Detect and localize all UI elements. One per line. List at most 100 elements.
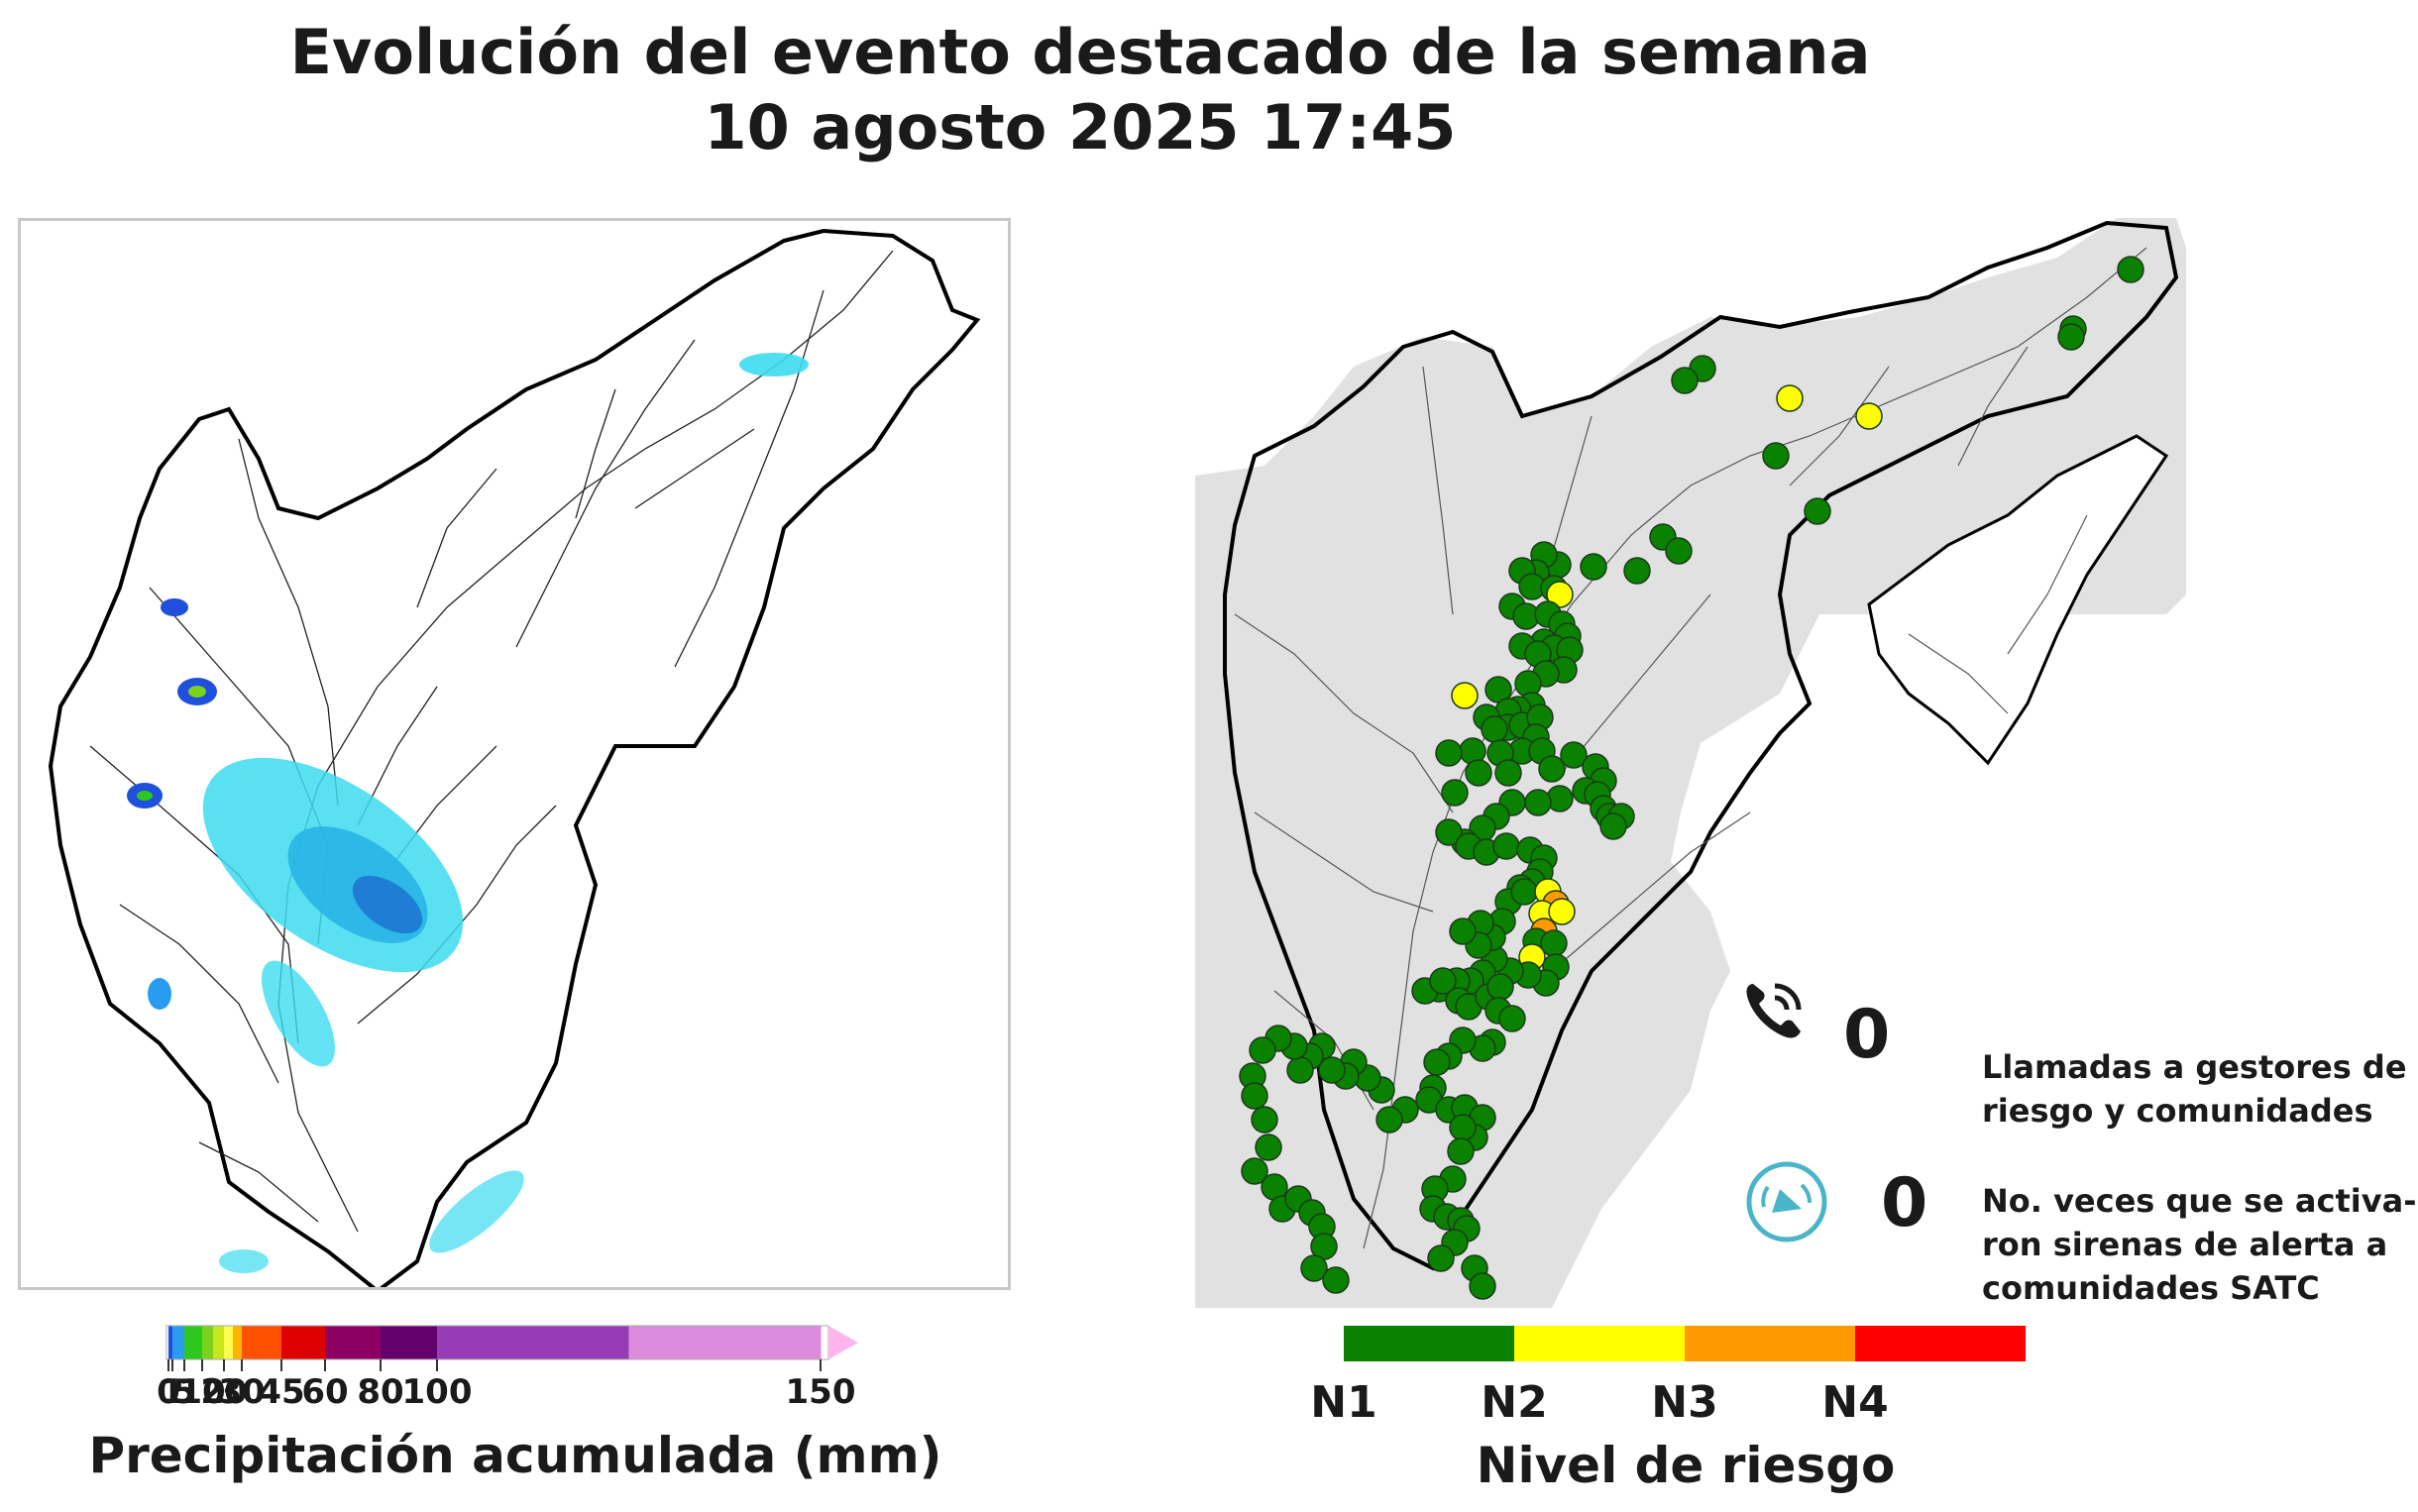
risk-station-marker: [1435, 739, 1463, 767]
colorbar-segment: [168, 1326, 172, 1359]
precipitation-map-canvas: [48, 228, 981, 1294]
risk-station-marker: [1762, 442, 1790, 470]
risk-level-bar: [1344, 1326, 2026, 1361]
risk-station-marker: [1286, 1056, 1314, 1084]
colorbar-segment: [184, 1326, 202, 1359]
risk-station-marker: [1447, 1137, 1475, 1165]
risk-station-marker: [1538, 755, 1566, 783]
risk-stations: [1239, 256, 2144, 1300]
colorbar-segment: [281, 1326, 325, 1359]
colorbar-segment: [381, 1326, 437, 1359]
colorbar-tick-label: 80: [357, 1372, 404, 1412]
colorbar-tick-label: 60: [301, 1372, 349, 1412]
region-gray-area: [1195, 218, 2186, 1308]
colorbar-tick-label: 0: [157, 1372, 180, 1412]
risk-station-marker: [1510, 878, 1538, 906]
basin-outline: [48, 228, 981, 1294]
risk-level-swatch: [1344, 1326, 1514, 1361]
risk-station-marker: [1469, 1272, 1496, 1300]
risk-station-marker: [1776, 384, 1804, 412]
precipitation-cells: [127, 353, 809, 1273]
risk-level-label: N2: [1481, 1377, 1548, 1428]
risk-station-marker: [1318, 1056, 1346, 1084]
risk-station-marker: [1481, 715, 1508, 743]
subbasin-white: [1867, 434, 2169, 766]
colorbar-segment: [437, 1326, 629, 1359]
risk-level-label: N4: [1821, 1377, 1889, 1428]
calls-description: Llamadas a gestores de riesgo y comunida…: [1982, 1048, 2407, 1130]
siren-icon: [1744, 1159, 1829, 1244]
risk-level-swatch: [1514, 1326, 1685, 1361]
colorbar-arrow: [828, 1326, 858, 1359]
risk-station-marker: [1546, 581, 1574, 608]
risk-level-swatch: [1685, 1326, 1855, 1361]
risk-station-marker: [1429, 967, 1457, 995]
risk-station-marker: [1623, 557, 1651, 585]
risk-map: [1195, 218, 2186, 1308]
colorbar-tick-marks: [167, 1359, 822, 1371]
sirens-description: No. veces que se activa- ron sirenas de …: [1982, 1182, 2417, 1307]
risk-station-marker: [1449, 918, 1477, 945]
colorbar-segment: [821, 1326, 822, 1359]
colorbar-segment: [224, 1326, 233, 1359]
risk-station-marker: [1251, 1106, 1278, 1134]
calls-count: 0: [1843, 996, 1891, 1074]
colorbar-segment: [172, 1326, 184, 1359]
risk-station-marker: [2057, 323, 2085, 351]
risk-station-marker: [1465, 759, 1492, 787]
risk-level-legend: [1344, 1326, 2026, 1361]
risk-station-marker: [1423, 1048, 1451, 1076]
precipitation-colorbar: [165, 1325, 858, 1371]
risk-level-label: N3: [1651, 1377, 1718, 1428]
risk-station-marker: [1486, 973, 1514, 1001]
risk-station-marker: [1580, 553, 1607, 581]
colorbar-tick-label: 20: [200, 1372, 248, 1412]
risk-station-marker: [1599, 812, 1627, 840]
colorbar-segment: [213, 1326, 224, 1359]
colorbar-segment: [242, 1326, 281, 1359]
risk-station-marker: [2117, 256, 2144, 283]
risk-station-marker: [1560, 741, 1588, 769]
risk-station-marker: [1241, 1157, 1268, 1185]
risk-station-marker: [1804, 497, 1831, 525]
colorbar-tick-label: 150: [785, 1372, 856, 1412]
risk-station-marker: [1671, 367, 1699, 394]
risk-station-marker: [1300, 1254, 1328, 1282]
colorbar-tick-label: 45: [258, 1372, 305, 1412]
risk-station-marker: [1427, 1244, 1455, 1272]
risk-legend-label: Nivel de riesgo: [1476, 1437, 1896, 1494]
colorbar-gradient: [165, 1325, 829, 1360]
risk-station-marker: [1435, 818, 1463, 846]
risk-station-marker: [1249, 1036, 1276, 1064]
risk-station-marker: [1498, 1005, 1526, 1032]
main-subtitle-date: 10 agosto 2025 17:45: [704, 91, 1457, 163]
risk-map-canvas: [1195, 218, 2186, 1308]
colorbar-segment: [628, 1326, 821, 1359]
colorbar-tick-label: 100: [401, 1372, 473, 1412]
risk-station-marker: [1540, 929, 1568, 957]
risk-station-marker: [1451, 682, 1479, 709]
risk-station-marker: [1241, 1082, 1268, 1110]
risk-station-marker: [1855, 402, 1883, 430]
risk-station-marker: [1524, 789, 1552, 816]
risk-station-marker: [1449, 1114, 1477, 1141]
main-basin-outline: [1223, 220, 2179, 1271]
risk-station-marker: [1548, 898, 1576, 925]
risk-station-marker: [1494, 759, 1522, 787]
colorbar-segment: [325, 1326, 381, 1359]
colorbar-tick-label: 10: [178, 1372, 226, 1412]
risk-level-swatch: [1855, 1326, 2026, 1361]
colorbar-tick-label: 30: [218, 1372, 266, 1412]
risk-station-marker: [1322, 1266, 1350, 1294]
phone-icon: [1739, 976, 1809, 1045]
colorbar-tick-label: 1: [161, 1372, 184, 1412]
risk-station-marker: [1492, 832, 1520, 860]
colorbar-segment: [233, 1326, 242, 1359]
precipitation-map: [18, 218, 1011, 1294]
colorbar-tick-label: 5: [172, 1372, 196, 1412]
risk-station-marker: [1255, 1134, 1282, 1161]
risk-station-marker: [1665, 537, 1693, 565]
risk-station-marker: [1441, 779, 1469, 807]
sirens-count: 0: [1881, 1164, 1928, 1242]
main-title: Evolución del evento destacado de la sem…: [289, 16, 1871, 88]
